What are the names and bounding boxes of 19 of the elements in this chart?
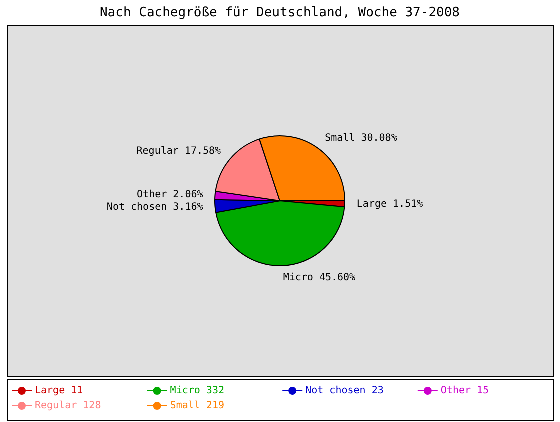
data-label: 11 <box>71 386 84 397</box>
data-label: 128 <box>83 400 102 412</box>
text: Other 2.06% <box>137 189 204 200</box>
legend-label: Regular <box>35 400 78 412</box>
legend-label: Large <box>35 386 66 397</box>
text: Small 30.08% <box>325 133 398 144</box>
legend-label: Other <box>440 386 472 397</box>
legend-label: Not chosen <box>306 386 366 397</box>
data-label: 332 <box>206 386 224 397</box>
data-label: 23 <box>372 386 384 397</box>
text: Not chosen 3.16% <box>106 202 204 213</box>
text: Large 1.51% <box>356 199 424 210</box>
text: Regular 17.58% <box>136 146 222 158</box>
legend-label: Micro <box>170 386 200 397</box>
data-label: 15 <box>477 386 490 397</box>
data-label: 219 <box>206 400 224 412</box>
text: Micro 45.60% <box>283 272 356 284</box>
chart-title: Nach Cachegröße für Deutschland, Woche 37-2008 <box>100 5 460 20</box>
legend-label: Small <box>170 400 200 412</box>
